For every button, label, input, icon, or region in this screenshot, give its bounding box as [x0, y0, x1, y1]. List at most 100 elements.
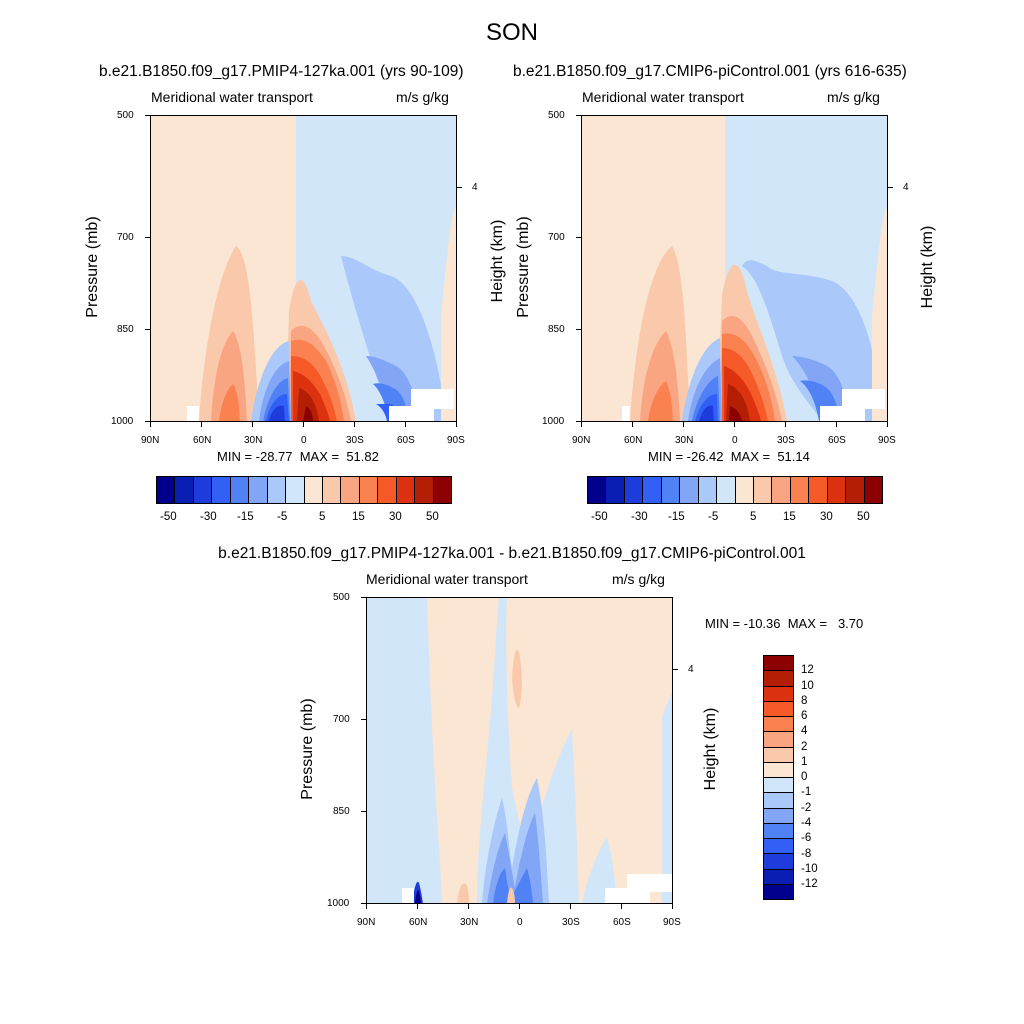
panel1-xtick-60s: 60S [397, 435, 415, 446]
panel2-xtick-60s: 60S [828, 435, 846, 446]
panel1-cb-label: -15 [237, 511, 254, 523]
diff-ylabel: Pressure (mb) [299, 698, 316, 800]
diff-cb-label: -8 [801, 848, 812, 860]
colorbar-swatch [249, 477, 268, 503]
panel2-xtick-60n: 60N [624, 435, 643, 446]
colorbar-swatch [846, 477, 865, 503]
diff-contour-neg6 [493, 868, 533, 903]
panel1-ytick-1000: 1000 [111, 416, 134, 427]
panel1-missing-sh1 [389, 406, 434, 421]
colorbar-swatch [764, 717, 793, 733]
panel2-cb-label: 30 [820, 511, 833, 523]
diff-cb-label: 0 [801, 771, 808, 783]
panel1-contour-pos-nh-core [219, 384, 240, 421]
colorbar-swatch [764, 808, 793, 824]
panel2-contour-neg-sh1 [742, 260, 882, 421]
diff-xtick-30s: 30S [562, 917, 580, 928]
colorbar-swatch [680, 477, 699, 503]
diff-cb-label: -4 [801, 817, 812, 829]
panel1-ticks [145, 115, 462, 427]
diff-cb-label: -12 [801, 878, 818, 890]
colorbar-swatch [212, 477, 231, 503]
colorbar-swatch [864, 477, 882, 503]
panel2-contour-field [582, 116, 887, 421]
colorbar-swatch [764, 762, 793, 778]
panel1-xtick-90n: 90N [141, 435, 160, 446]
colorbar-swatch [764, 839, 793, 855]
colorbar-swatch [772, 477, 791, 503]
panel2-cb-label: -5 [708, 511, 719, 523]
diff-contour-neg-sh [582, 838, 617, 903]
panel2-missing-sh2 [842, 389, 885, 409]
panel2-contour-neg-nh5 [699, 405, 714, 421]
colorbar-swatch [827, 477, 847, 503]
diff-contour-field [367, 598, 672, 903]
colorbar-swatch [341, 477, 360, 503]
panel1-contour-eq-pos6 [297, 388, 319, 421]
panel1-contour-pos-nh-inner [211, 331, 247, 421]
diff-left-string: Meridional water transport [366, 571, 528, 587]
diff-cb-label: -2 [801, 802, 812, 814]
diff-ytick-1000: 1000 [327, 898, 350, 909]
panel2-ylabel-right: Height (km) [919, 225, 936, 309]
panel2-right-string: m/s g/kg [827, 89, 880, 105]
panel1-missing-nh [187, 406, 199, 421]
colorbar-swatch [764, 686, 793, 702]
diff-xtick-90s: 90S [663, 917, 681, 928]
colorbar-swatch [643, 477, 662, 503]
panel1-missing-sh2 [411, 389, 454, 409]
diff-ytick-right-4: 4 [688, 664, 694, 675]
diff-cb-label: 2 [801, 741, 808, 753]
panel1-ylabel: Pressure (mb) [84, 216, 101, 318]
colorbar-swatch [396, 477, 416, 503]
panel2-title: b.e21.B1850.f09_g17.CMIP6-piControl.001 … [513, 63, 907, 80]
panel1-right-string: m/s g/kg [396, 89, 449, 105]
panel2-colorbar [587, 476, 883, 504]
diff-cb-label: 8 [801, 695, 808, 707]
panel2-cb-label: -15 [668, 511, 685, 523]
panel1-xtick-30n: 30N [244, 435, 263, 446]
panel2-left-string: Meridional water transport [582, 89, 744, 105]
panel1-contour-neg-sh1 [341, 256, 446, 421]
diff-missing-nh [402, 888, 414, 903]
panel1-xtick-60n: 60N [193, 435, 212, 446]
colorbar-swatch [267, 477, 287, 503]
colorbar-swatch [764, 732, 793, 748]
diff-cb-label: 12 [801, 664, 814, 676]
panel2-ytick-right-4: 4 [903, 182, 909, 193]
panel2-minmax: MIN = -26.42 MAX = 51.14 [648, 449, 810, 464]
panel1-left-string: Meridional water transport [151, 89, 313, 105]
panel2-xtick-90s: 90S [878, 435, 896, 446]
panel2-ytick-850: 850 [548, 324, 565, 335]
panel2-missing-nh [622, 406, 630, 421]
colorbar-swatch [359, 477, 379, 503]
panel1-ytick-700: 700 [117, 232, 134, 243]
diff-panel-title: b.e21.B1850.f09_g17.PMIP4-127ka.001 - b.… [218, 545, 806, 562]
panel2-plot-area [581, 115, 888, 422]
panel1-title: b.e21.B1850.f09_g17.PMIP4-127ka.001 (yrs… [99, 63, 464, 80]
colorbar-swatch [322, 477, 342, 503]
colorbar-swatch [764, 823, 793, 839]
colorbar-swatch [286, 477, 305, 503]
diff-contour-pos-upper [512, 649, 522, 708]
colorbar-swatch [753, 477, 773, 503]
panel1-contour-pos-nh [199, 246, 259, 421]
colorbar-swatch [304, 477, 323, 503]
colorbar-swatch [433, 477, 451, 503]
colorbar-swatch [764, 671, 793, 687]
diff-contour-neg-nh-core [415, 890, 421, 903]
diff-contour-pos-nh [457, 883, 469, 903]
panel2-xtick-30s: 30S [777, 435, 795, 446]
panel1-contour-eq-max [303, 406, 313, 421]
panel2-xtick-30n: 30N [675, 435, 694, 446]
diff-ytick-850: 850 [333, 806, 350, 817]
diff-right-string: m/s g/kg [612, 571, 665, 587]
panel1-cb-label: 5 [319, 511, 326, 523]
colorbar-swatch [157, 477, 176, 503]
colorbar-swatch [764, 884, 793, 899]
diff-colorbar [763, 655, 794, 900]
panel1-colorbar [156, 476, 452, 504]
diff-plot-area [366, 597, 673, 904]
panel2-ytick-1000: 1000 [542, 416, 565, 427]
diff-ticks [361, 597, 678, 909]
